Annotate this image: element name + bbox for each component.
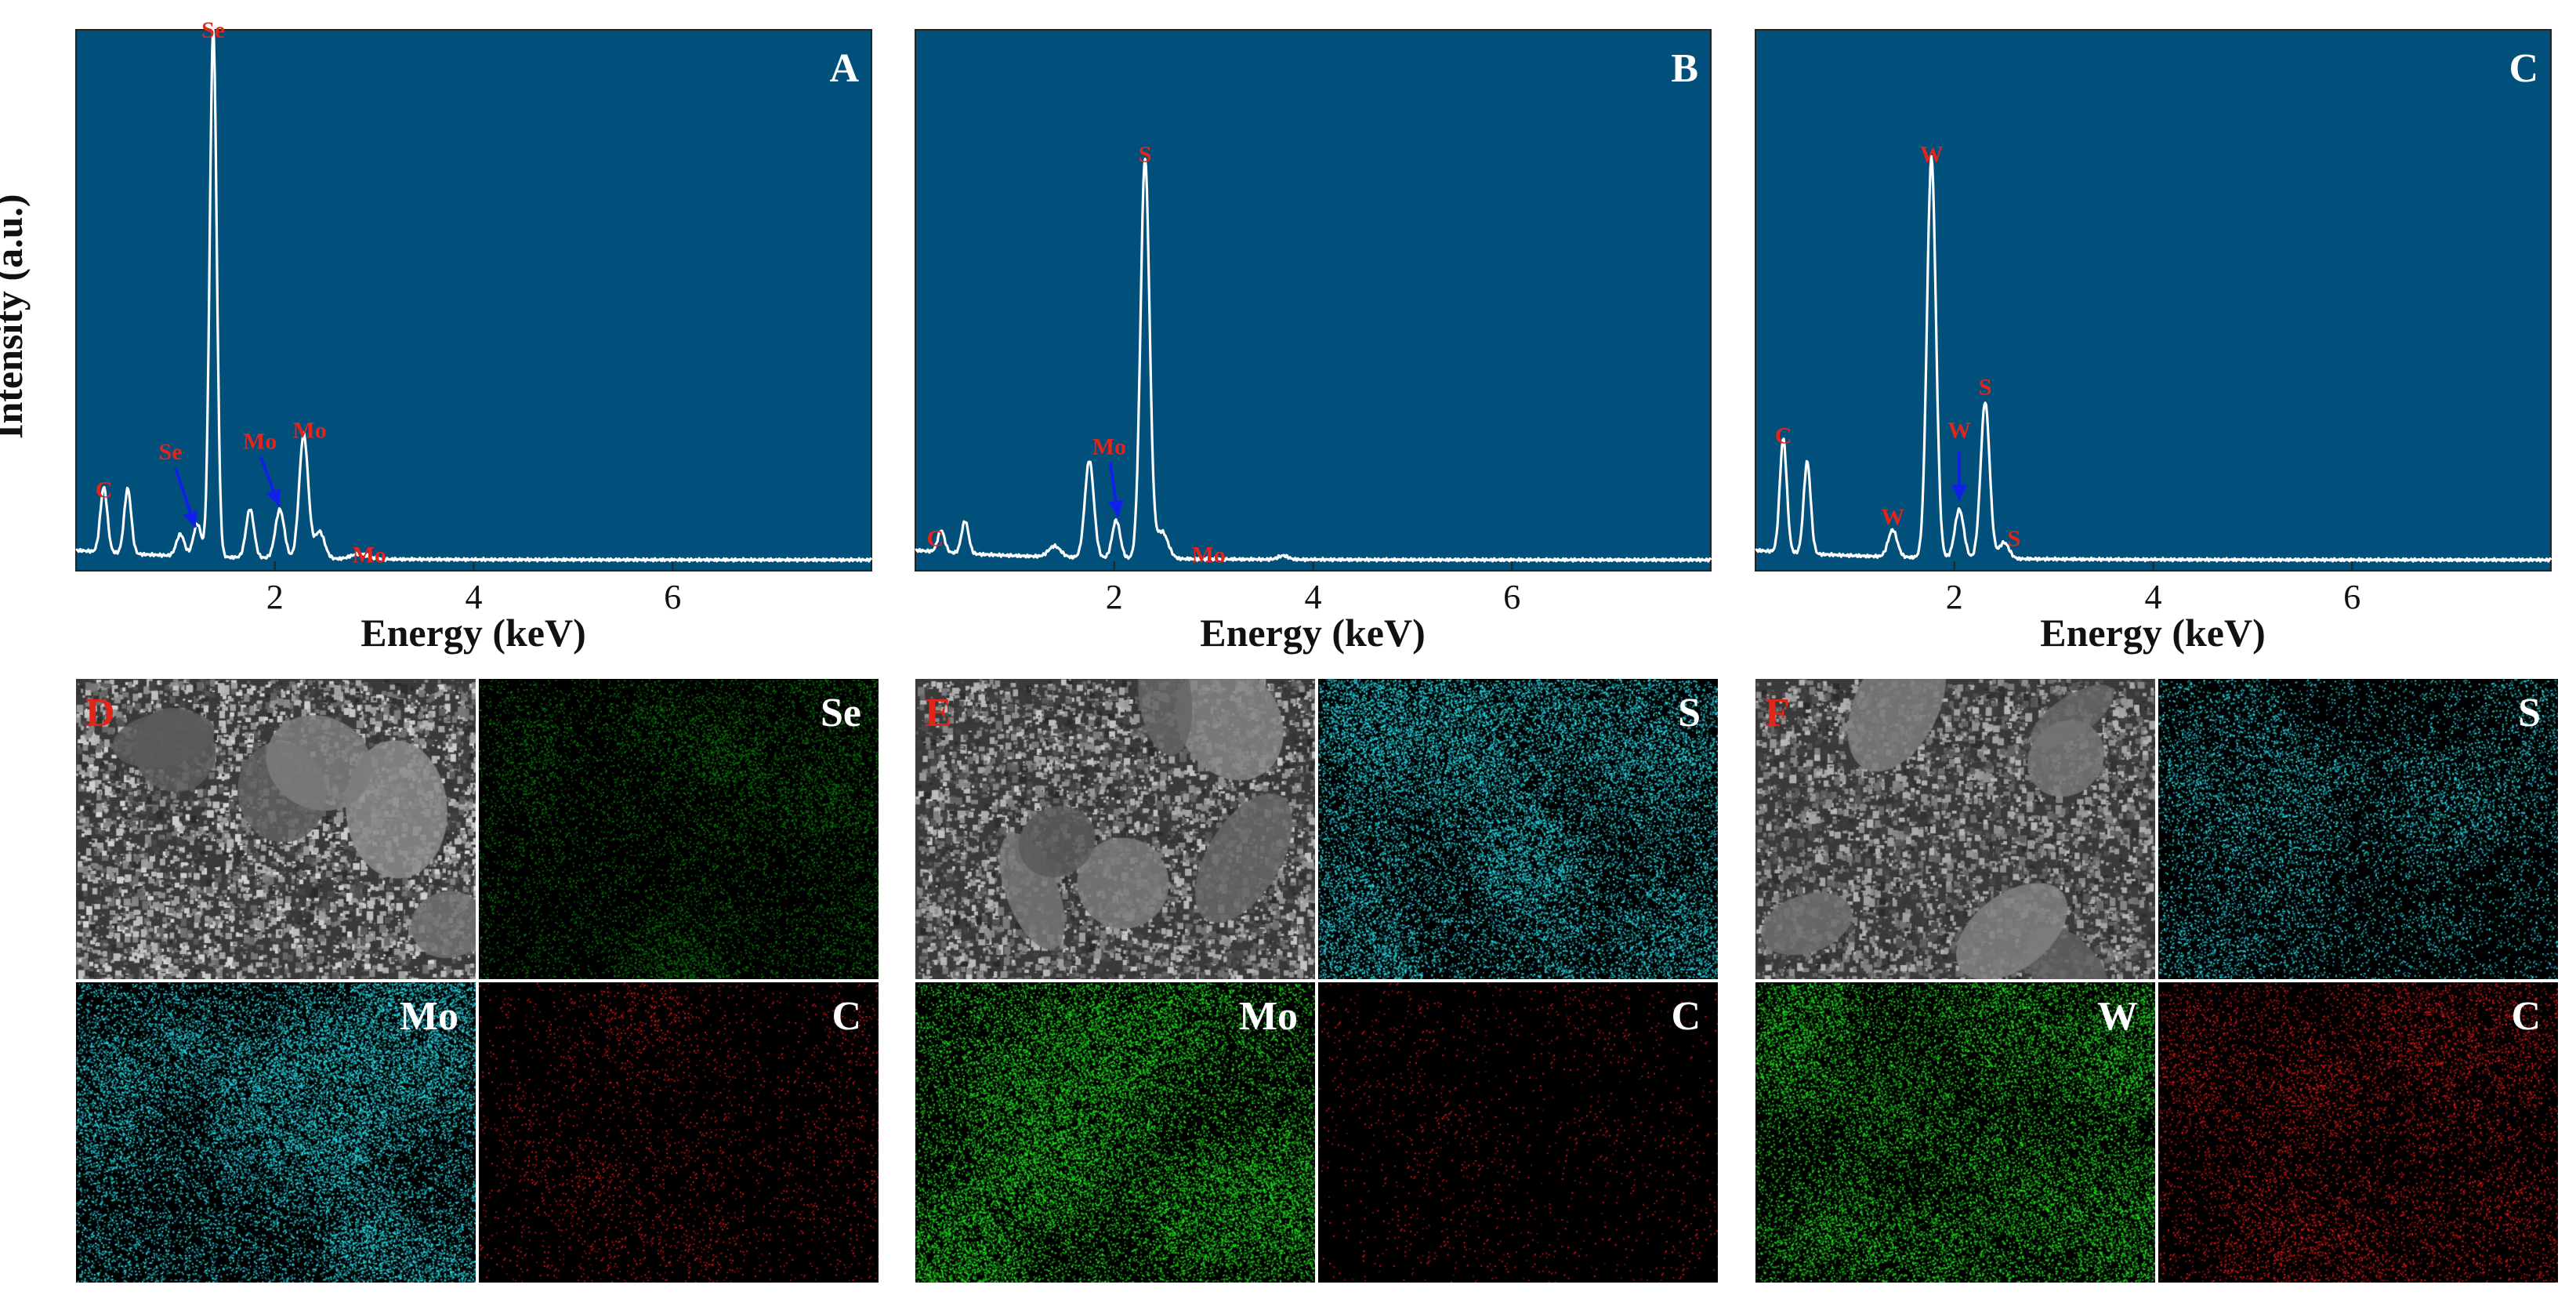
x-axis-label-a: Energy (keV) [360,611,586,655]
x-tick-label: 4 [466,578,483,616]
peak-label: Se [201,17,225,43]
peak-label: Mo [1092,434,1126,459]
element-map-texture [76,982,476,1283]
element-map-texture [479,982,879,1283]
sem-micrograph [1755,679,2155,979]
panel-letter-a: A [829,46,859,91]
element-map-texture [1318,982,1718,1283]
element-map: Mo [915,982,1315,1283]
element-map: C [2158,982,2558,1283]
element-map-texture [915,982,1315,1283]
peak-arrow-head [1951,484,1968,501]
element-map: S [1318,679,1718,979]
plot-area-c [1755,29,2552,572]
spectrum-line-a [75,26,873,563]
peak-label: Mo [353,542,386,568]
spectrum-line-b [915,158,1712,563]
element-map: C [1318,982,1718,1283]
panel-letter: D [85,691,115,735]
element-label: W [2097,994,2138,1039]
sem-micrograph [915,679,1315,979]
x-tick-label: 6 [2343,578,2360,616]
x-tick-label: 2 [1946,578,1963,616]
element-map: S [2158,679,2558,979]
peak-label: S [2008,526,2021,552]
element-map-texture [1755,982,2155,1283]
peak-label: Mo [243,428,277,454]
sem-image: E [915,679,1315,979]
spectrum-line-c [1755,154,2552,563]
x-axis-label-c: Energy (keV) [2040,611,2266,655]
element-map-texture [1318,679,1718,979]
element-label: S [2518,691,2541,735]
panel-letter: E [925,691,952,735]
x-tick-label: 6 [664,578,681,616]
x-tick-label: 4 [2145,578,2162,616]
element-map-texture [2158,982,2558,1283]
element-map-texture [2158,679,2558,979]
peak-label: S [1979,374,1992,400]
peak-label: S [1139,142,1152,168]
element-label: S [1678,691,1701,735]
x-tick-label: 2 [1106,578,1123,616]
eds-map-group-def-d: D Se Mo C [76,679,879,1283]
panel-letter: F [1765,691,1790,735]
plot-area-b [915,29,1712,572]
x-axis-label-b: Energy (keV) [1200,611,1426,655]
peak-arrow-head [266,488,281,506]
peak-arrow-head [1108,499,1124,517]
sem-image: D [76,679,476,979]
sem-micrograph [76,679,476,979]
y-axis-label: Intensity (a.u.) [0,194,31,439]
x-tick-label: 6 [1503,578,1520,616]
peak-label: W [1881,504,1904,530]
element-label: C [831,994,861,1039]
peak-label: C [927,526,944,552]
peak-label: Mo [292,418,326,444]
element-label: Mo [1238,994,1298,1039]
eds-map-group-e: E S Mo C [915,679,1719,1283]
x-tick-label: 4 [1305,578,1322,616]
peak-label: C [96,477,113,503]
peak-label: W [1947,418,1971,444]
plot-area-a [75,29,872,572]
spectrum-panel-b: 2 4 6 S C Mo Mo B [915,29,1712,616]
peak-label: Se [159,439,183,465]
peak-arrow-head [183,510,198,528]
x-tick-label: 2 [266,578,284,616]
element-label: Se [821,691,861,735]
element-map: C [479,982,879,1283]
element-label: C [1671,994,1701,1039]
spectrum-chart-b: 2 4 6 S C Mo Mo B [915,29,1712,616]
element-map-texture [479,679,879,979]
peak-label: C [1775,423,1792,449]
eds-map-group-f: F S W C [1755,679,2559,1283]
element-map: Mo [76,982,476,1283]
peak-label: W [1920,142,1944,168]
spectrum-chart-a: 2 4 6 Se C Se Mo Mo Mo A [75,17,873,616]
sem-image: F [1755,679,2155,979]
element-map: Se [479,679,879,979]
panel-letter-b: B [1671,46,1698,91]
element-label: C [2511,994,2541,1039]
element-map: W [1755,982,2155,1283]
panel-letter-c: C [2509,46,2538,91]
peak-label: Mo [1192,542,1226,568]
element-label: Mo [399,994,458,1039]
spectrum-panel-a: 2 4 6 Se C Se Mo Mo Mo A [75,17,873,616]
